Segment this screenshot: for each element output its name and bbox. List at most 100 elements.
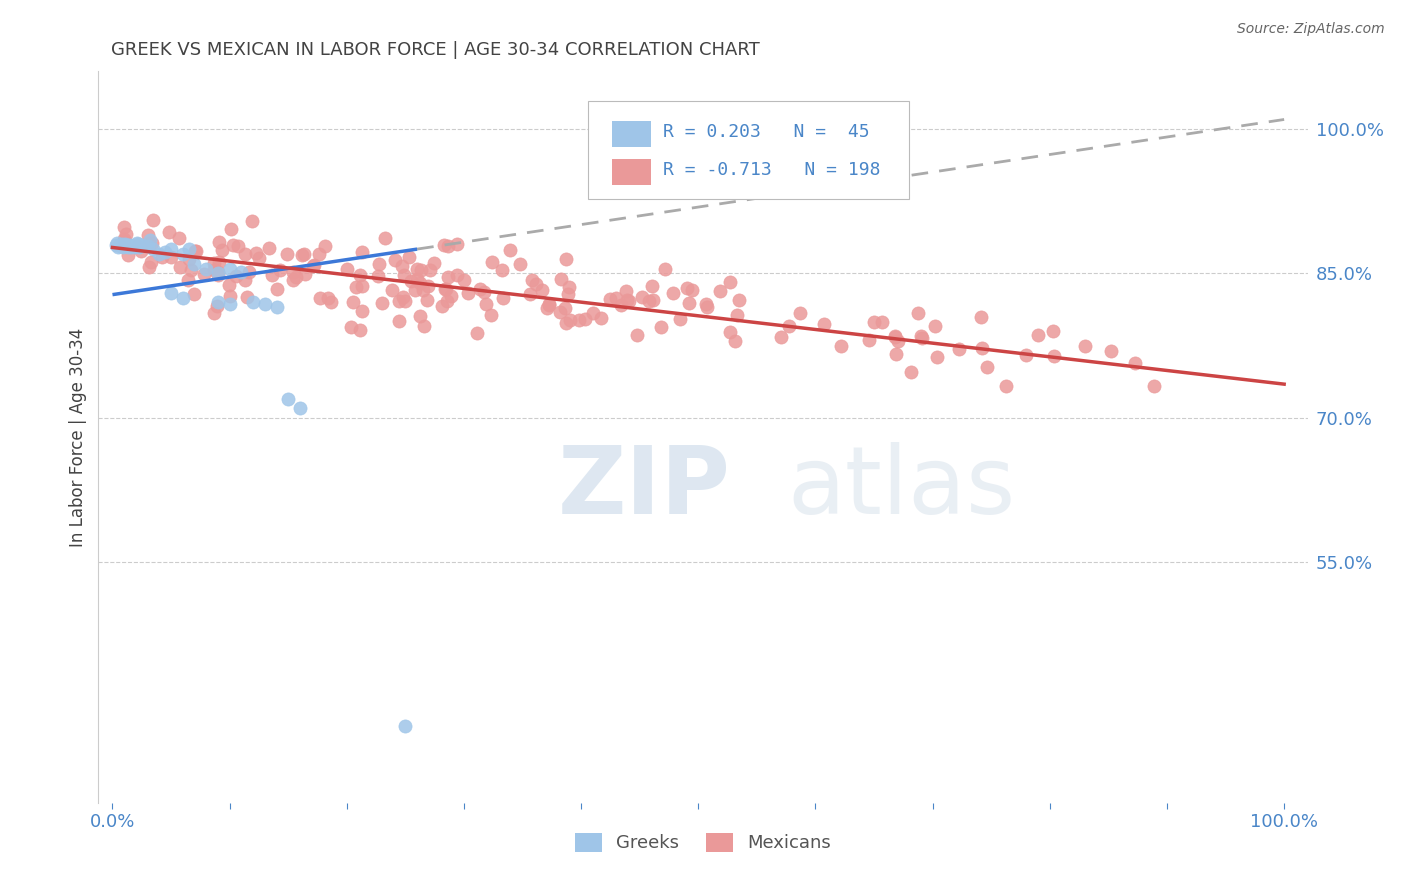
Text: R = -0.713   N = 198: R = -0.713 N = 198 (664, 161, 880, 179)
Point (141, 236, 163, 251)
Point (520, 273, 543, 287)
Point (309, 291, 332, 305)
Point (492, 291, 515, 305)
Point (120, 239, 142, 253)
Point (437, 239, 460, 253)
Point (112, 234, 135, 248)
Point (120, 237, 141, 252)
Point (924, 319, 946, 334)
Point (124, 239, 146, 253)
Point (650, 320, 672, 334)
Point (830, 339, 852, 353)
Point (669, 312, 692, 326)
Point (531, 283, 554, 297)
Point (457, 285, 479, 300)
Point (183, 244, 205, 258)
Point (678, 295, 700, 310)
Point (269, 263, 291, 277)
FancyBboxPatch shape (588, 101, 908, 200)
Point (374, 231, 396, 245)
Point (423, 256, 446, 270)
Point (1042, 324, 1064, 338)
Point (526, 277, 548, 291)
Point (433, 282, 456, 296)
Y-axis label: In Labor Force | Age 30-34: In Labor Force | Age 30-34 (69, 327, 87, 547)
Point (169, 260, 191, 275)
Point (117, 239, 139, 253)
Point (813, 317, 835, 331)
Point (536, 301, 558, 315)
Point (900, 365, 922, 379)
Point (554, 301, 576, 315)
Point (349, 323, 371, 337)
Point (557, 287, 579, 301)
Point (405, 272, 427, 286)
Point (160, 250, 183, 264)
Point (367, 268, 389, 283)
Point (231, 264, 253, 278)
Point (350, 245, 373, 260)
Point (887, 334, 910, 348)
Point (446, 268, 468, 283)
Point (186, 244, 208, 259)
Point (548, 305, 571, 319)
Point (218, 261, 240, 276)
Point (193, 267, 215, 281)
Point (131, 237, 153, 252)
Point (638, 293, 661, 308)
Point (415, 293, 437, 307)
Point (115, 237, 138, 252)
Point (419, 262, 441, 277)
Point (626, 327, 648, 342)
Point (718, 325, 741, 339)
Text: atlas: atlas (787, 442, 1017, 534)
Point (121, 238, 143, 252)
Point (1026, 328, 1049, 343)
Point (127, 236, 149, 251)
Point (316, 291, 339, 305)
Point (352, 303, 374, 318)
Point (172, 291, 194, 305)
Point (948, 342, 970, 356)
Point (538, 297, 561, 311)
Point (253, 297, 276, 311)
Point (283, 273, 305, 287)
Point (453, 273, 475, 287)
Legend: Greeks, Mexicans: Greeks, Mexicans (568, 826, 838, 860)
Point (367, 257, 389, 271)
Point (465, 326, 488, 341)
Point (238, 265, 260, 279)
Point (266, 300, 288, 314)
Point (661, 285, 683, 300)
Point (301, 259, 323, 273)
Point (342, 294, 364, 309)
Point (910, 331, 932, 345)
Point (112, 238, 135, 252)
Point (1143, 379, 1166, 393)
Point (927, 350, 949, 364)
Point (202, 256, 225, 270)
Point (336, 262, 359, 277)
Point (884, 329, 907, 343)
Point (195, 261, 218, 276)
Point (291, 247, 314, 261)
Point (141, 255, 163, 269)
Point (591, 310, 613, 325)
Point (858, 333, 880, 347)
Point (294, 268, 316, 282)
Point (127, 235, 149, 250)
Point (883, 330, 905, 344)
Point (177, 252, 200, 267)
Point (391, 259, 413, 273)
Point (695, 297, 717, 311)
Point (394, 268, 416, 283)
Point (863, 315, 886, 329)
Point (605, 291, 627, 305)
Point (349, 268, 371, 282)
Point (112, 232, 135, 246)
Point (430, 299, 453, 313)
Point (292, 247, 315, 261)
Point (314, 238, 336, 252)
Point (211, 243, 233, 257)
Point (207, 299, 229, 313)
